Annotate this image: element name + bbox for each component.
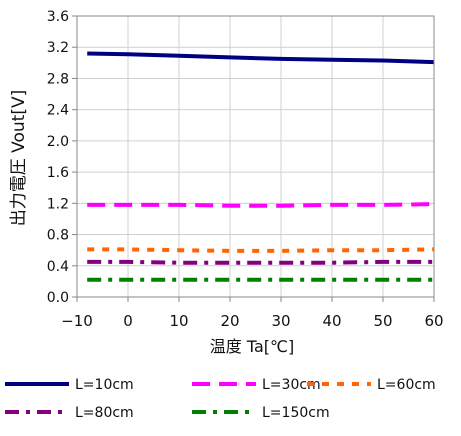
series-line-l-80cm — [87, 259, 434, 265]
legend-label: L=60cm — [377, 377, 436, 393]
legend-item: L=150cm — [192, 405, 330, 421]
legend-item: L=10cm — [5, 377, 134, 393]
x-tick-label: 30 — [271, 312, 290, 330]
x-tick-label: 0 — [123, 312, 133, 330]
y-tick-label: 1.6 — [47, 165, 69, 181]
x-tick-label: −10 — [61, 312, 93, 330]
legend-label: L=80cm — [75, 405, 134, 421]
plot-frame — [76, 15, 435, 298]
y-tick-label: 2.8 — [47, 71, 69, 87]
legend: L=10cm L=30cm L=60cm L=80cm L=150cm — [5, 377, 436, 421]
series-line-l-30cm — [87, 202, 435, 208]
x-tick-label: 60 — [424, 312, 443, 330]
legend-item: L=30cm — [192, 377, 321, 393]
legend-label: L=30cm — [262, 377, 321, 393]
y-tick-label: 2.4 — [47, 103, 69, 119]
x-tick-label: 40 — [322, 312, 341, 330]
series-line-l-10cm — [87, 51, 435, 65]
y-tick-label: 0.4 — [47, 259, 69, 275]
y-tick-label: 3.6 — [47, 9, 69, 25]
legend-label: L=150cm — [262, 405, 330, 421]
y-tick-label: 2.0 — [47, 134, 69, 150]
series-line-l-60cm — [87, 247, 435, 253]
axes-layer: −10 0 10 20 30 40 50 60 0.0 0.4 0.8 1.2 1.6 2.0 2.4 2.8… — [47, 9, 444, 330]
x-tick-label: 10 — [169, 312, 188, 330]
y-tick-label: 0.8 — [47, 228, 69, 244]
legend-item: L=60cm — [307, 377, 436, 393]
x-axis-label: 温度 Ta[℃] — [210, 337, 294, 356]
legend-label: L=10cm — [75, 377, 134, 393]
y-tick-label: 1.2 — [47, 196, 69, 212]
y-tick-label: 0.0 — [47, 290, 69, 306]
y-tick-label: 3.2 — [47, 40, 69, 56]
legend-item: L=80cm — [5, 405, 134, 421]
x-tick-label: 50 — [373, 312, 392, 330]
x-tick-label: 20 — [220, 312, 239, 330]
series-layer — [87, 51, 435, 282]
y-axis-label: 出力電圧 Vout[V] — [9, 90, 29, 226]
grid-layer — [77, 16, 434, 297]
